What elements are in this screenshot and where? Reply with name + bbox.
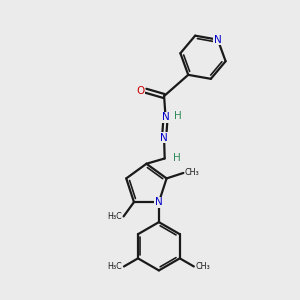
Text: N: N [160,133,168,143]
Text: H₃C: H₃C [107,212,122,221]
Text: CH₃: CH₃ [195,262,210,271]
Text: N: N [155,197,163,207]
Text: H: H [173,154,181,164]
Text: H₃C: H₃C [108,262,122,271]
Text: N: N [162,112,170,122]
Text: O: O [136,86,145,96]
Text: CH₃: CH₃ [185,169,200,178]
Text: H: H [174,111,182,121]
Text: N: N [214,35,222,45]
